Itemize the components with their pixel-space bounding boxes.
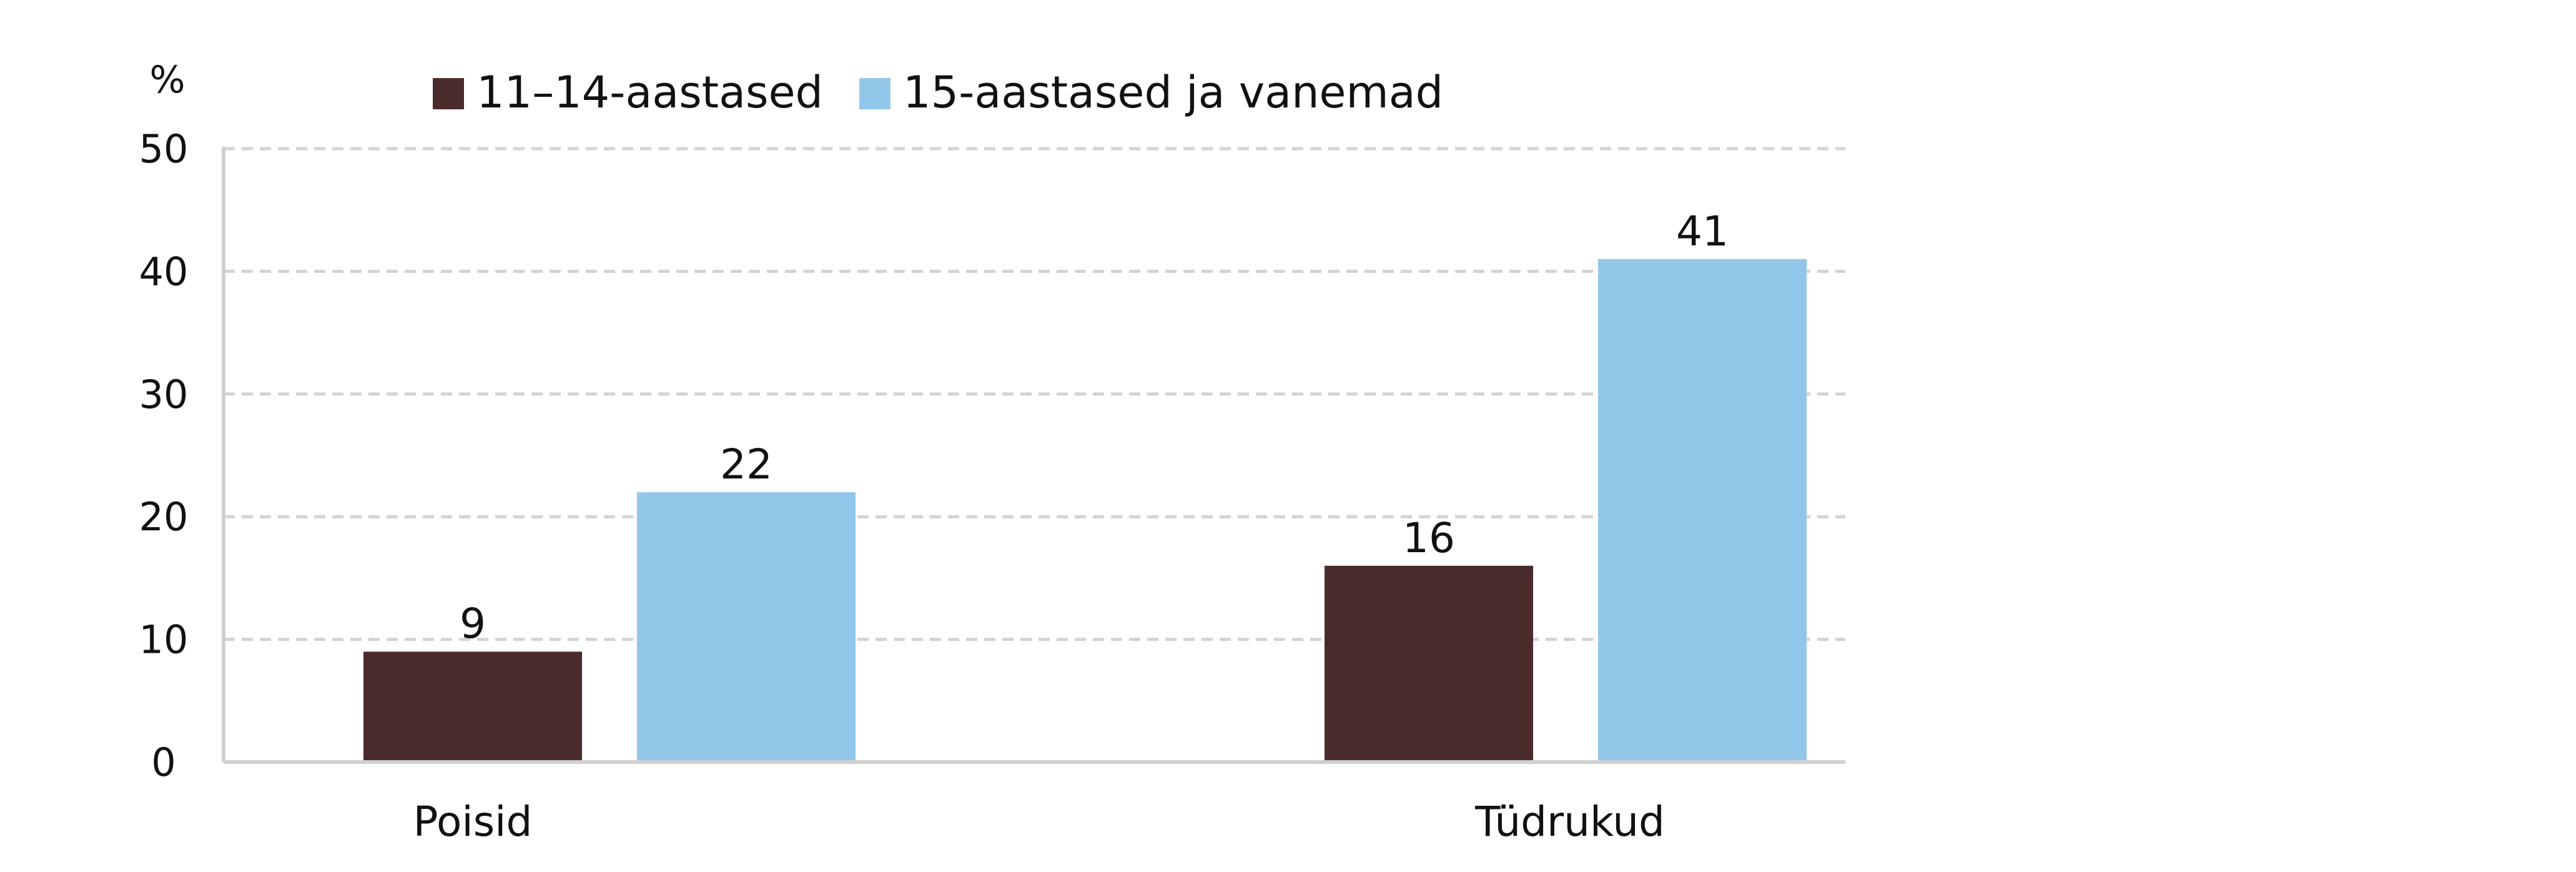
legend-swatch — [859, 78, 891, 109]
data-label: 9 — [460, 600, 486, 648]
y-tick-label: 30 — [139, 372, 189, 417]
bars: 9 22 16 41 — [363, 207, 1807, 762]
bar — [1325, 565, 1533, 762]
legend-label: 15-aastased ja vanemad — [903, 67, 1443, 118]
legend-swatch — [433, 78, 464, 109]
y-tick-label: 40 — [139, 249, 189, 294]
y-tick-label: 0 — [151, 740, 175, 785]
y-tick-label: 20 — [139, 494, 189, 540]
y-axis-unit-label: % — [149, 58, 185, 102]
data-label: 22 — [720, 440, 772, 488]
legend-label: 11–14-aastased — [476, 67, 823, 118]
y-tick-label: 50 — [139, 126, 189, 172]
data-label: 41 — [1676, 207, 1729, 255]
bar — [1598, 259, 1807, 762]
x-category-label: Tüdrukud — [1474, 798, 1665, 846]
legend: 11–14-aastased 15-aastased ja vanemad — [433, 67, 1443, 118]
bar — [637, 492, 856, 762]
x-axis: Poisid Tüdrukud — [224, 760, 1845, 846]
y-tick-label: 10 — [139, 617, 189, 663]
y-axis: 0 10 20 30 40 50 — [139, 126, 225, 785]
bar — [363, 652, 582, 762]
x-category-label: Poisid — [413, 798, 533, 846]
data-label: 16 — [1403, 514, 1455, 562]
